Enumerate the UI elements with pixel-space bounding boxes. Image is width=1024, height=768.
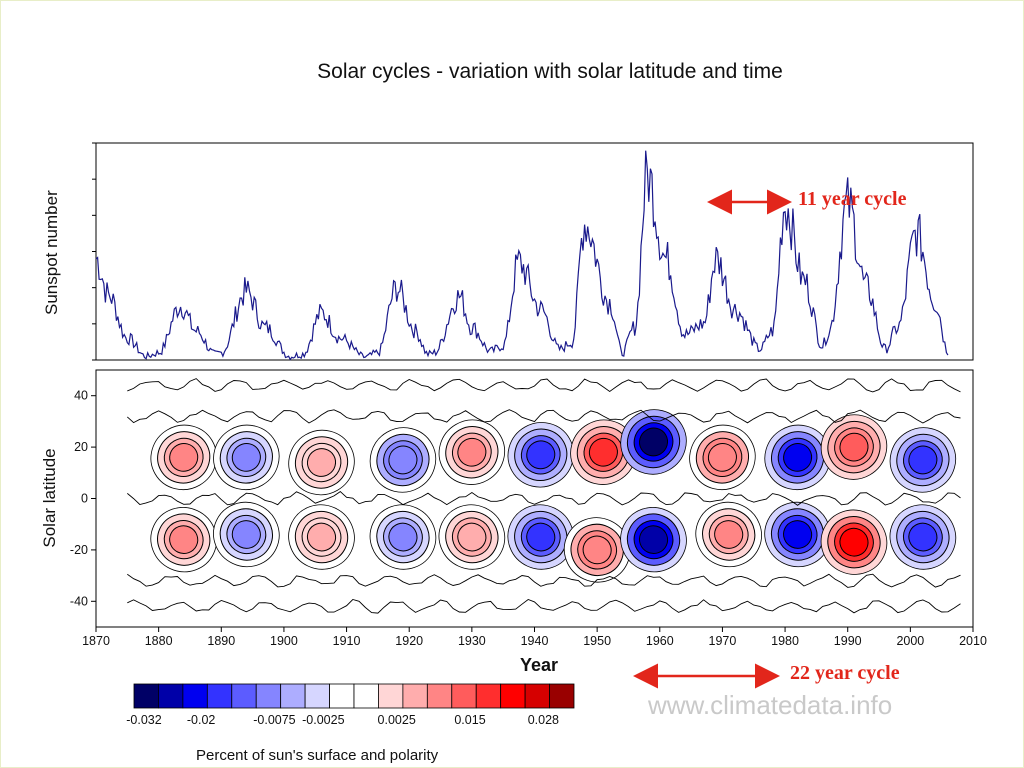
colorbar-swatch <box>231 683 257 709</box>
colorbar-swatch <box>353 683 379 709</box>
contour-line <box>127 573 961 588</box>
colorbar-swatch <box>500 683 526 709</box>
y-tick-label: 0 <box>81 492 88 506</box>
colorbar-swatch <box>402 683 428 709</box>
heatmap-blob <box>582 535 612 565</box>
y-tick-label: -40 <box>70 594 88 608</box>
contour-line <box>127 598 961 614</box>
heatmap-blob <box>169 525 199 554</box>
latitude-panel-frame <box>95 369 974 628</box>
x-tick-label: 1870 <box>82 634 110 648</box>
x-tick-label: 1900 <box>270 634 298 648</box>
annotation-22-year-cycle: 22 year cycle <box>790 662 900 684</box>
heatmap-layer <box>150 409 957 583</box>
heatmap-blob <box>783 443 813 472</box>
colorbar-tick-label: 0.015 <box>454 713 485 727</box>
heatmap-blob <box>908 522 938 552</box>
y-tick-label: 20 <box>74 440 88 454</box>
watermark: www.climatedata.info <box>648 690 893 720</box>
colorbar-swatch <box>255 683 282 709</box>
colorbar-swatch <box>182 683 208 709</box>
x-tick-label: 1980 <box>771 634 799 648</box>
heatmap-blob <box>638 525 669 554</box>
heatmap-blob <box>714 520 744 549</box>
colorbar-swatch <box>378 683 404 709</box>
x-axis-ticks: 1870 1880 1890 1900 1910 1920 1930 1940 1950 1960… <box>82 627 987 648</box>
latitude-y-ticks: 40 20 0 -20 -40 <box>70 389 96 608</box>
colorbar-swatch <box>280 683 306 709</box>
colorbar-swatch <box>426 683 453 709</box>
heatmap-blob <box>306 448 337 477</box>
colorbar-swatch <box>524 683 550 709</box>
x-tick-label: 1940 <box>521 634 549 648</box>
colorbar-tick-label: -0.0025 <box>302 713 344 727</box>
x-tick-label: 1950 <box>583 634 611 648</box>
heatmap-blob <box>457 437 487 467</box>
contour-line <box>127 378 961 393</box>
sunspot-series-line <box>95 150 949 361</box>
heatmap-blob <box>388 445 418 475</box>
colorbar-tick-label: -0.02 <box>187 713 216 727</box>
heatmap-blob <box>707 443 737 472</box>
colorbar-swatch <box>549 683 575 709</box>
colorbar-tick-label: 0.0025 <box>378 713 416 727</box>
heatmap-blob <box>231 443 261 472</box>
heatmap-blob <box>388 522 418 552</box>
colorbar-swatch <box>304 683 330 709</box>
y-tick-label: 40 <box>74 389 88 403</box>
sunspot-y-ticks <box>92 142 96 361</box>
heatmap-blob <box>839 527 869 557</box>
annotation-11-year-cycle: 11 year cycle <box>798 188 907 210</box>
colorbar-swatch <box>451 683 477 709</box>
x-tick-label: 1920 <box>395 634 423 648</box>
colorbar: -0.032 -0.02 -0.0075 -0.0025 0.0025 0.015 0.02… <box>126 683 575 727</box>
heatmap-blob <box>169 443 199 472</box>
contour-layer <box>126 378 961 614</box>
heatmap-blob <box>526 440 556 470</box>
colorbar-tick-label: -0.0075 <box>253 713 295 727</box>
contour-line <box>126 409 961 424</box>
heatmap-blob <box>231 520 261 549</box>
colorbar-swatch <box>133 683 159 709</box>
heatmap-blob <box>588 437 618 467</box>
colorbar-swatch <box>158 683 184 709</box>
colorbar-swatch <box>475 683 502 709</box>
x-tick-label: 2000 <box>896 634 924 648</box>
x-tick-label: 1910 <box>333 634 361 648</box>
colorbar-caption: Percent of sun's surface and polarity <box>196 747 439 764</box>
y-tick-label: -20 <box>70 543 88 557</box>
heatmap-blob <box>783 520 813 549</box>
heatmap-blob <box>839 432 869 462</box>
heatmap-blob <box>306 522 337 552</box>
heatmap-blob <box>457 522 487 552</box>
heatmap-blob <box>908 445 938 475</box>
colorbar-swatch <box>206 683 233 709</box>
chart-title: Solar cycles - variation with solar lati… <box>317 60 783 83</box>
x-tick-label: 2010 <box>959 634 987 648</box>
x-tick-label: 1970 <box>709 634 737 648</box>
x-tick-label: 1880 <box>145 634 173 648</box>
colorbar-swatch <box>329 683 355 709</box>
colorbar-tick-label: 0.028 <box>528 713 559 727</box>
heatmap-blob <box>638 427 669 457</box>
heatmap-blob <box>526 522 556 552</box>
x-tick-label: 1890 <box>207 634 235 648</box>
x-tick-label: 1960 <box>646 634 674 648</box>
colorbar-tick-label: -0.032 <box>126 713 161 727</box>
x-tick-label: 1930 <box>458 634 486 648</box>
x-axis-label: Year <box>520 655 559 675</box>
x-tick-label: 1990 <box>834 634 862 648</box>
contour-line <box>127 491 961 506</box>
